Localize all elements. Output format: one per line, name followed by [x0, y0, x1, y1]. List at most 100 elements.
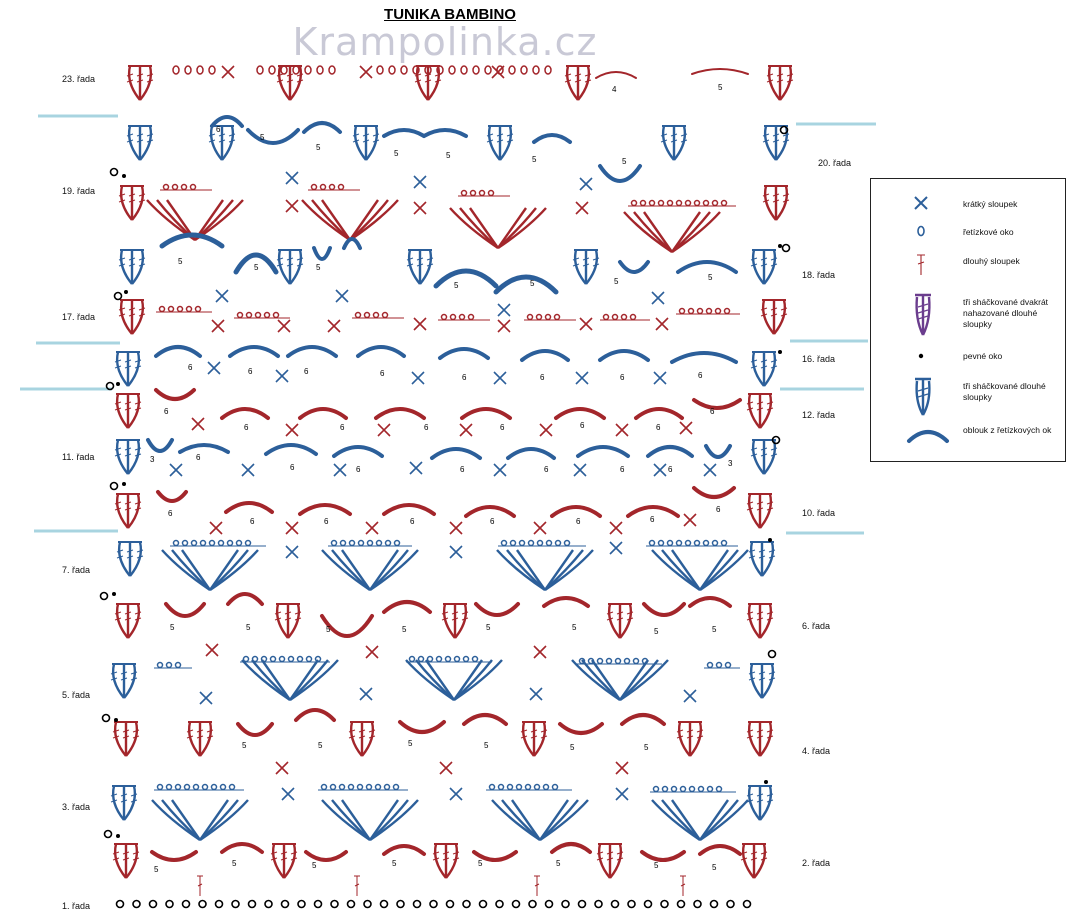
cluster-tick	[768, 549, 776, 559]
slip-stitch	[778, 244, 782, 248]
chain-stitch	[272, 311, 280, 319]
arc-count: 6	[698, 371, 703, 380]
chain-arc	[532, 133, 572, 144]
chain-stitch-black	[198, 899, 207, 909]
chain-stitch	[347, 783, 355, 791]
chain-arc	[692, 486, 736, 499]
chain-stitch-black	[231, 899, 240, 909]
cluster-tick	[616, 851, 624, 861]
chain-arc	[460, 407, 512, 420]
x-mark	[377, 423, 391, 437]
chain-stitch	[165, 783, 173, 791]
vee-leaf	[199, 799, 249, 841]
vee-leaf	[341, 549, 371, 591]
chain-arc	[550, 842, 592, 854]
cluster-tick	[114, 501, 122, 511]
cluster-tick	[270, 851, 278, 861]
chain-stitch	[678, 307, 686, 315]
cluster-tick	[186, 729, 194, 739]
chain-stitch	[602, 313, 610, 321]
chain-arc	[462, 713, 508, 726]
cluster-tick	[461, 611, 469, 621]
chain-stitch-black	[101, 713, 111, 723]
chain-stitch	[462, 655, 470, 663]
arc-count: 5	[232, 859, 237, 868]
chain-stitch	[469, 189, 477, 197]
cluster-leaf	[127, 351, 141, 387]
arc-count: 6	[164, 407, 169, 416]
cluster-tick	[770, 447, 778, 457]
vee-leaf	[633, 211, 673, 253]
chain-stitch	[705, 307, 713, 315]
chain-stitch	[460, 189, 468, 197]
chain-stitch	[706, 661, 714, 669]
chain-stitch	[554, 539, 562, 547]
chain-stitch-black	[495, 899, 504, 909]
chain-stitch	[518, 539, 526, 547]
x-mark	[277, 319, 291, 333]
chain-stitch	[696, 307, 704, 315]
chain-arc	[156, 490, 188, 503]
arc-count: 6	[168, 509, 173, 518]
chain-stitch	[687, 307, 695, 315]
row-label-7: 7. řada	[62, 565, 91, 575]
chain-stitch	[372, 311, 380, 319]
cluster-leaf	[131, 299, 145, 335]
chain-arc	[542, 596, 590, 608]
cluster-tick	[134, 447, 142, 457]
chain-stitch	[165, 661, 173, 669]
cluster-tick	[616, 611, 624, 621]
cluster-tick	[120, 671, 128, 681]
chain-stitch	[533, 783, 541, 791]
cluster-tick	[296, 257, 304, 267]
chain-stitch	[553, 313, 561, 321]
cluster-tick	[134, 359, 142, 369]
x-mark	[275, 761, 289, 775]
arc-count: 6	[710, 407, 715, 416]
row-label-2: 2. řada	[802, 858, 831, 868]
cluster-tick	[746, 611, 754, 621]
chain-stitch	[509, 539, 517, 547]
arc-count: 6	[356, 465, 361, 474]
cluster-tick	[276, 257, 284, 267]
chain-arc	[382, 844, 426, 856]
arc-count: 6	[248, 367, 253, 376]
cluster-leaf	[763, 125, 777, 161]
cluster-leaf	[751, 439, 765, 475]
cluster-tick	[112, 729, 120, 739]
chain-arc	[298, 407, 348, 420]
chain-stitch	[536, 539, 544, 547]
arc-count: 3	[150, 455, 155, 464]
chain-stitch	[388, 65, 396, 75]
chain-arc	[233, 252, 279, 275]
arc-count: 6	[324, 517, 329, 526]
cluster-tick	[206, 729, 214, 739]
cluster-tick	[124, 401, 132, 411]
arc-count: 6	[656, 423, 661, 432]
arc-count: 5	[708, 273, 713, 282]
cluster-tick	[520, 729, 528, 739]
x-mark	[413, 201, 427, 215]
chain-stitch	[296, 655, 304, 663]
chain-stitch	[544, 65, 552, 75]
vee-leaf	[449, 207, 499, 249]
cluster-tick	[118, 307, 126, 317]
x-mark	[449, 787, 463, 801]
cluster-leaf	[749, 663, 763, 699]
chain-stitch	[440, 313, 448, 321]
x-mark	[579, 177, 593, 191]
cluster-tick	[676, 729, 684, 739]
x-mark	[221, 65, 235, 79]
chain-stitch	[158, 305, 166, 313]
chain-arc	[286, 345, 338, 358]
chain-stitch	[328, 183, 336, 191]
cluster-tick	[132, 851, 140, 861]
arc-count: 6	[650, 515, 655, 524]
arc-count: 5	[454, 281, 459, 290]
cluster-tick	[110, 793, 118, 803]
cluster-tick	[134, 611, 142, 621]
vee-leaf	[699, 549, 749, 591]
vee-leaf	[571, 659, 621, 701]
vee-leaf	[623, 211, 673, 253]
